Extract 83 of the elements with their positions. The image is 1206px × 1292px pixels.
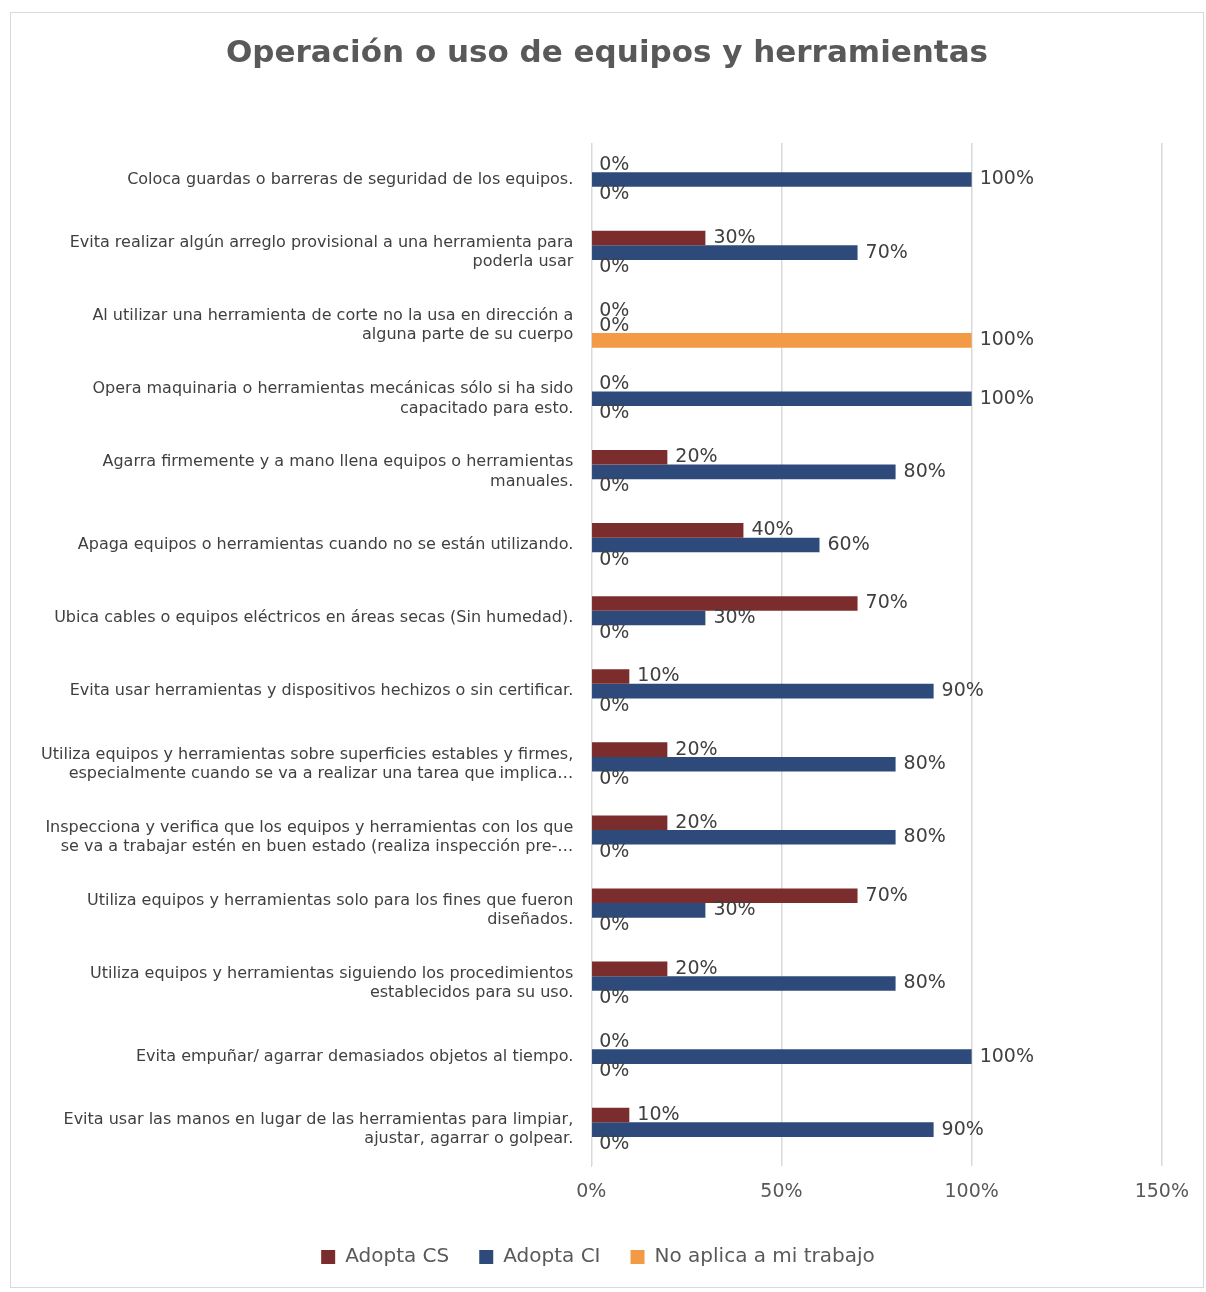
data-label: 0% xyxy=(599,1131,630,1154)
data-label: 60% xyxy=(827,531,870,554)
bar xyxy=(592,1122,934,1137)
bar xyxy=(592,245,858,260)
bar xyxy=(592,172,972,187)
y-tick-label: Coloca guardas o barreras de seguridad de los equipos. xyxy=(127,168,574,188)
data-label: 0% xyxy=(599,911,630,934)
data-label: 90% xyxy=(941,1116,984,1139)
bar xyxy=(592,830,896,845)
data-label: 0% xyxy=(599,371,630,394)
y-tick-label: Evita usar las manos en lugar de las herramientas para limpiar, ajustar, agarrar o golpear. xyxy=(63,1109,574,1148)
data-label: 90% xyxy=(941,678,984,701)
legend-label: Adopta CI xyxy=(503,1243,601,1268)
data-label: 30% xyxy=(713,604,756,627)
data-label: 0% xyxy=(599,181,630,204)
bar xyxy=(592,537,820,553)
bar xyxy=(592,610,706,626)
bar xyxy=(592,903,706,918)
data-label: 0% xyxy=(599,838,630,861)
data-label: 70% xyxy=(865,590,908,613)
x-tick-label: 50% xyxy=(760,1178,803,1201)
bar xyxy=(592,742,668,757)
data-label: 100% xyxy=(979,1043,1034,1066)
bar xyxy=(592,1107,630,1123)
data-label: 30% xyxy=(713,897,756,920)
y-tick-label: Utiliza equipos y herramientas solo para los fines que fueron diseñados. xyxy=(86,889,574,929)
data-label: 30% xyxy=(713,224,756,247)
data-label: 20% xyxy=(675,809,718,832)
data-label: 0% xyxy=(599,254,630,277)
y-tick-label: Opera maquinaria o herramientas mecánicas sólo si ha sido capacitado para esto. xyxy=(92,378,574,417)
bar xyxy=(592,596,858,611)
bar xyxy=(592,961,668,977)
data-label: 0% xyxy=(599,985,630,1008)
bar xyxy=(592,815,668,831)
y-tick-label: Evita realizar algún arreglo provisional a una herramienta para poderla usar xyxy=(69,232,574,271)
y-tick-label: Evita usar herramientas y dispositivos hechizos o sin certificar. xyxy=(69,680,574,700)
bar xyxy=(592,1049,972,1064)
data-label: 10% xyxy=(637,1101,680,1124)
x-tick-label: 0% xyxy=(576,1178,607,1201)
data-label: 100% xyxy=(979,385,1034,408)
data-label: 80% xyxy=(903,824,946,847)
y-tick-label: Evita empuñar/ agarrar demasiados objetos al tiempo. xyxy=(135,1045,574,1065)
data-label: 0% xyxy=(599,1028,630,1051)
y-tick-label: Agarra firmemente y a mano llena equipos o herramientas manuales. xyxy=(102,451,574,490)
bar xyxy=(592,669,630,684)
data-label: 0% xyxy=(599,765,630,788)
data-label: 0% xyxy=(599,151,630,174)
y-tick-label: Utiliza equipos y herramientas siguiendo los procedimientos establecidos para su uso. xyxy=(89,963,574,1002)
bar xyxy=(592,333,972,348)
bar xyxy=(592,449,668,465)
y-tick-label: Ubica cables o equipos eléctricos en áreas secas (Sin humedad). xyxy=(54,607,574,627)
data-label: 80% xyxy=(903,970,946,993)
x-tick-label: 100% xyxy=(944,1178,999,1201)
x-tick-label: 150% xyxy=(1134,1178,1189,1201)
data-label: 0% xyxy=(599,546,630,569)
data-label: 70% xyxy=(865,882,908,905)
data-label: 0% xyxy=(599,473,630,496)
data-label: 70% xyxy=(865,239,908,262)
data-label: 20% xyxy=(675,444,718,467)
data-label: 80% xyxy=(903,751,946,774)
bar xyxy=(592,230,706,246)
data-label: 10% xyxy=(637,663,680,686)
data-label: 100% xyxy=(979,327,1034,350)
bar xyxy=(592,683,934,699)
bar xyxy=(592,756,896,772)
data-label: 0% xyxy=(599,1058,630,1081)
y-tick-label: Apaga equipos o herramientas cuando no se están utilizando. xyxy=(77,534,574,554)
bar xyxy=(592,523,744,538)
data-label: 80% xyxy=(903,458,946,481)
chart-title: Operación o uso de equipos y herramientas xyxy=(224,33,990,69)
data-label: 20% xyxy=(675,736,718,759)
data-label: 100% xyxy=(979,166,1034,189)
data-label: 20% xyxy=(675,955,718,978)
data-label: 0% xyxy=(599,400,630,423)
data-label: 40% xyxy=(751,517,794,540)
legend-label: No aplica a mi trabajo xyxy=(654,1243,875,1268)
data-label: 0% xyxy=(599,692,630,715)
bar xyxy=(592,976,896,991)
legend-label: Adopta CS xyxy=(345,1243,450,1268)
y-tick-label: Inspecciona y verifica que los equipos y herramientas con los que se va a trabajar estén en buen estado (realiza inspección pre-… xyxy=(45,816,574,856)
y-tick-label: Utiliza equipos y herramientas sobre superficies estables y firmes, especialmente cuando se va a realizar una tarea que implica… xyxy=(41,743,574,782)
data-label: 0% xyxy=(599,619,630,642)
y-tick-label: Al utilizar una herramienta de corte no la usa en dirección a alguna parte de su cuerpo xyxy=(92,305,574,344)
